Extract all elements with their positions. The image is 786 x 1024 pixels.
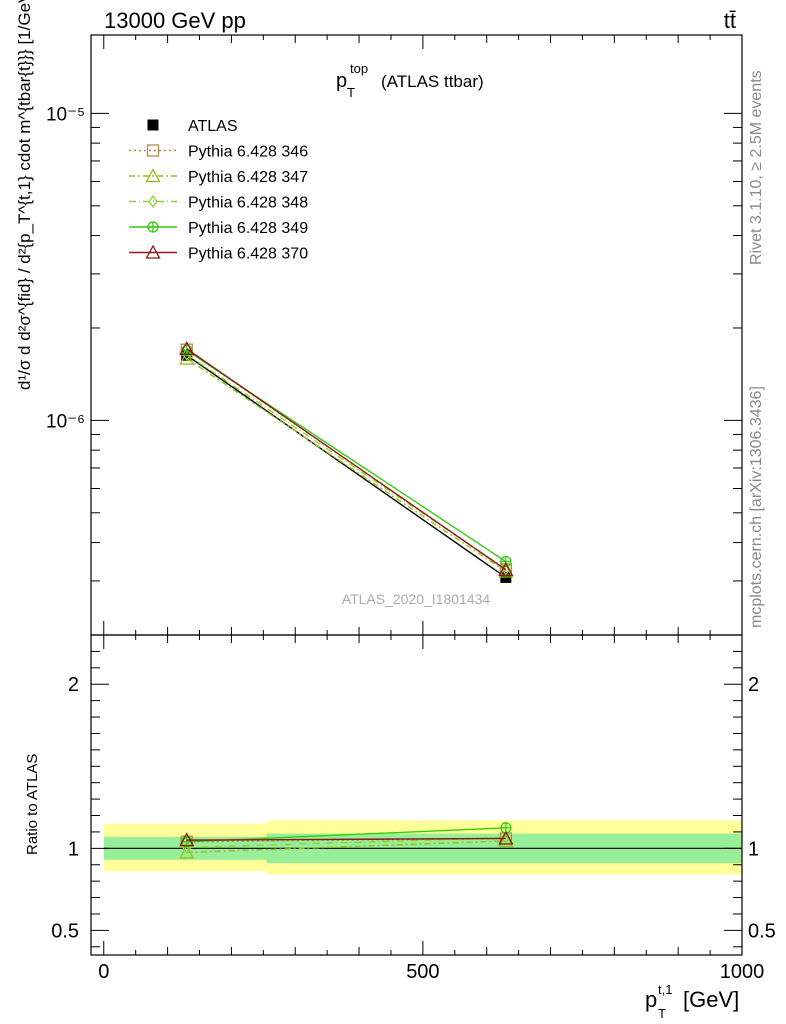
y-tick-label: 10⁻⁶: [46, 411, 85, 432]
series-line-2: [186, 357, 507, 573]
svg-text:p: p: [336, 70, 347, 92]
ratio-point-4-1: [498, 830, 514, 845]
series-line-3: [186, 353, 507, 570]
ratio-line-4: [186, 837, 506, 841]
legend-marker-3: [148, 194, 158, 209]
xlabel-sup: t,1: [658, 982, 672, 997]
ratio-y-tick-label-right: 1: [748, 838, 759, 860]
xlabel-unit: [GeV]: [683, 987, 739, 1012]
energy-label: 13000 GeV pp: [104, 8, 246, 33]
legend-label-3: Pythia 6.428 348: [188, 195, 308, 212]
ratio-frame: [90, 634, 743, 956]
ratio-point-4-0: [179, 832, 195, 847]
xlabel-main: p: [645, 987, 657, 1012]
ratio-y-label: Ratio to ATLAS: [24, 754, 41, 855]
main-panel: 10⁻⁶ 10⁻⁵: [46, 34, 743, 955]
y-tick-label: 10⁻⁵: [46, 104, 85, 125]
legend-marker-0: [147, 119, 159, 131]
ratio-y-tick-label-right: 2: [748, 674, 759, 696]
title-sub: T: [347, 85, 355, 100]
xlabel-sub: T: [658, 1006, 666, 1021]
ratio-point-1-0: [179, 844, 195, 859]
ratio-y-tick-label-right: 0.5: [748, 920, 776, 942]
x-axis-label: p t,1 T [GeV]: [645, 982, 739, 1021]
legend-label-4: Pythia 6.428 349: [188, 220, 308, 237]
x-tick-label: 500: [406, 961, 439, 983]
data-point-2-0: [179, 350, 195, 365]
series-line-0: [186, 354, 507, 579]
legend-marker-1: [146, 144, 160, 157]
title-main: p: [336, 70, 347, 92]
ratio-point-1-1: [498, 833, 514, 848]
data-point-5-1: [498, 561, 514, 577]
legend-marker-2: [145, 168, 161, 183]
main-title: p top T (ATLAS ttbar): [336, 61, 484, 100]
ratio-y-tick-label: 1: [68, 838, 79, 860]
ratio-panel: 0 500 1000 0.5 0.5 1 1 2 2: [51, 634, 776, 983]
x-tick-label: 1000: [720, 961, 765, 983]
source-label: mcplots.cern.ch [arXiv:1306.3436]: [748, 386, 765, 628]
legend-marker-5: [145, 244, 161, 259]
data-point-4-1: [500, 555, 512, 568]
data-point-5-0: [179, 340, 195, 356]
ratio-y-tick-label: 0.5: [51, 920, 79, 942]
series-line-5: [186, 348, 507, 571]
rivet-label: Rivet 3.1.10, ≥ 2.5M events: [748, 70, 765, 265]
x-tick-label: 0: [98, 961, 109, 983]
main-y-label: d¹/σ d d²σ^{fid} / d²{p_T^{t,1} cdot m^{…: [15, 0, 34, 390]
ratio-y-tick-label: 2: [68, 674, 79, 696]
legend-label-0: ATLAS: [188, 118, 238, 135]
legend-label-2: Pythia 6.428 347: [188, 169, 308, 186]
process-label: tt̄: [724, 8, 736, 33]
title-rest: (ATLAS ttbar): [381, 72, 484, 91]
ratio-line-1: [186, 840, 506, 854]
legend: ATLAS Pythia 6.428 346 Pythia 6.428 347 Pyt…: [129, 118, 308, 263]
legend-marker-4: [147, 221, 159, 233]
legend-label-1: Pythia 6.428 346: [188, 144, 308, 161]
analysis-watermark: ATLAS_2020_I1801434: [342, 591, 491, 607]
legend-label-5: Pythia 6.428 370: [188, 246, 308, 263]
title-sup: top: [350, 61, 368, 76]
